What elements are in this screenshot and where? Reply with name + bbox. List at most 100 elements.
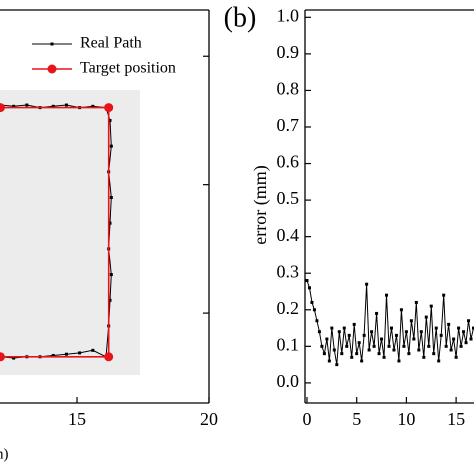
y-tick-label: 0.3 bbox=[277, 261, 300, 281]
point bbox=[104, 352, 114, 362]
point bbox=[335, 363, 339, 367]
y-tick-label: 0.4 bbox=[277, 225, 300, 245]
point bbox=[365, 282, 369, 286]
point bbox=[372, 344, 376, 348]
point bbox=[350, 355, 354, 359]
point bbox=[330, 326, 334, 330]
point bbox=[327, 359, 331, 363]
point bbox=[429, 304, 433, 308]
point bbox=[305, 279, 309, 283]
point bbox=[424, 315, 428, 319]
point bbox=[375, 311, 379, 315]
y-tick-label: 0.7 bbox=[277, 115, 300, 135]
point bbox=[422, 355, 426, 359]
x-tick-label: 10 bbox=[397, 409, 415, 429]
axes: 15 20 Real Path Target position 0 5 10 15 0.0 0.1… bbox=[32, 5, 465, 429]
point bbox=[407, 352, 411, 356]
point bbox=[91, 104, 95, 108]
point bbox=[312, 308, 316, 312]
y-tick-label: 0.6 bbox=[277, 152, 300, 172]
y-tick-label: 1.0 bbox=[277, 5, 300, 25]
point bbox=[382, 355, 386, 359]
point bbox=[472, 326, 474, 330]
point bbox=[377, 352, 381, 356]
point bbox=[352, 322, 356, 326]
point bbox=[25, 103, 29, 107]
point bbox=[394, 333, 398, 337]
point bbox=[417, 348, 421, 352]
point bbox=[409, 319, 413, 323]
y-tick-label: 0.5 bbox=[277, 188, 300, 208]
point bbox=[404, 330, 408, 334]
point bbox=[412, 337, 416, 341]
point bbox=[342, 326, 346, 330]
point bbox=[459, 344, 463, 348]
point bbox=[355, 352, 359, 356]
point bbox=[414, 300, 418, 304]
point bbox=[434, 326, 438, 330]
photo-background bbox=[0, 90, 140, 375]
x-tick-label: 20 bbox=[200, 409, 218, 429]
point bbox=[357, 341, 361, 345]
point bbox=[109, 196, 113, 200]
panel-title: (b) bbox=[224, 2, 257, 33]
point bbox=[439, 333, 443, 337]
point bbox=[387, 344, 391, 348]
x-tick-label: 15 bbox=[68, 409, 86, 429]
point bbox=[360, 359, 364, 363]
point bbox=[444, 344, 448, 348]
point bbox=[469, 337, 473, 341]
legend-label: Target position bbox=[80, 60, 176, 77]
point bbox=[307, 286, 311, 290]
series-line bbox=[0, 106, 110, 358]
plot-area bbox=[305, 279, 474, 367]
x-tick-label: 15 bbox=[447, 409, 465, 429]
point bbox=[362, 333, 366, 337]
point bbox=[322, 352, 326, 356]
point bbox=[104, 103, 114, 113]
point bbox=[347, 333, 351, 337]
point bbox=[78, 351, 82, 355]
point bbox=[462, 330, 466, 334]
point bbox=[442, 293, 446, 297]
x-axis-label: n) bbox=[0, 446, 9, 462]
x-tick-label: 5 bbox=[352, 409, 361, 429]
point bbox=[108, 221, 112, 225]
point bbox=[315, 319, 319, 323]
point bbox=[464, 341, 468, 345]
point bbox=[389, 326, 393, 330]
point bbox=[317, 330, 321, 334]
legend-marker bbox=[47, 64, 57, 74]
point bbox=[447, 322, 451, 326]
point bbox=[51, 353, 55, 357]
point bbox=[320, 344, 324, 348]
point bbox=[392, 348, 396, 352]
point bbox=[367, 348, 371, 352]
point bbox=[337, 330, 341, 334]
point bbox=[12, 356, 16, 360]
point bbox=[108, 298, 112, 302]
point bbox=[432, 352, 436, 356]
point bbox=[402, 344, 406, 348]
point bbox=[0, 103, 5, 113]
point bbox=[345, 344, 349, 348]
y-tick-label: 0.2 bbox=[277, 298, 300, 318]
point bbox=[325, 337, 329, 341]
series-line bbox=[306, 280, 474, 365]
point bbox=[419, 330, 423, 334]
point bbox=[427, 344, 431, 348]
point bbox=[64, 352, 68, 356]
point bbox=[437, 359, 441, 363]
point bbox=[12, 104, 16, 108]
point bbox=[449, 348, 453, 352]
x-tick-label: 0 bbox=[302, 409, 311, 429]
point bbox=[51, 104, 55, 108]
point bbox=[109, 144, 113, 148]
point bbox=[457, 326, 461, 330]
y-tick-label: 0.1 bbox=[277, 334, 300, 354]
point bbox=[370, 330, 374, 334]
y-tick-label: 0.0 bbox=[277, 371, 300, 391]
point bbox=[454, 355, 458, 359]
point bbox=[452, 337, 456, 341]
